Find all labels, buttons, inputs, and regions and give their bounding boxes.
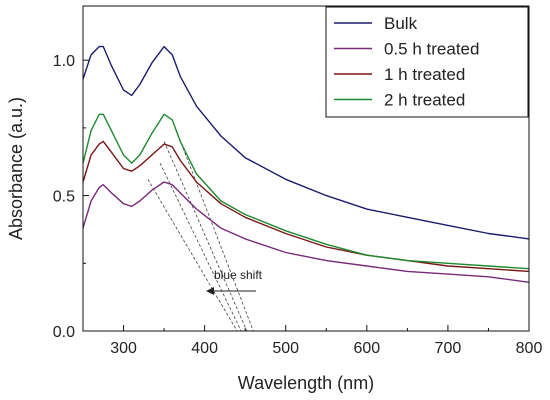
x-axis-label: Wavelength (nm) (238, 373, 374, 393)
tangent-lines (147, 119, 254, 332)
y-tick-label: 0.0 (53, 324, 75, 341)
blue-shift-label: blue shift (214, 268, 263, 282)
tangent-line (147, 179, 238, 332)
legend-box (325, 6, 529, 118)
series-lines (82, 45, 530, 283)
tangent-line (163, 141, 248, 332)
x-tick-label: 700 (435, 340, 462, 357)
y-tick-label: 1.0 (53, 53, 75, 70)
series-line (82, 181, 530, 283)
axes: 300 400 500 600 700 800 0.0 0.5 1.0 (53, 53, 543, 357)
series-line (82, 45, 530, 240)
x-tick-label: 800 (516, 340, 543, 357)
x-tick-label: 500 (272, 340, 299, 357)
x-tick-label: 400 (191, 340, 218, 357)
plot-frame (82, 5, 530, 332)
legend-label: 0.5 h treated (384, 40, 479, 59)
series-line (82, 140, 530, 273)
x-tick-label: 300 (110, 340, 137, 357)
legend-label: Bulk (384, 14, 418, 33)
y-axis-label: Absorbance (a.u.) (6, 97, 26, 240)
blue-shift-annotation: blue shift (206, 268, 263, 295)
blue-shift-arrowhead (206, 287, 214, 295)
y-tick-label: 0.5 (53, 189, 75, 206)
legend-label: 1 h treated (384, 65, 465, 84)
x-tick-label: 600 (353, 340, 380, 357)
legend: Bulk 0.5 h treated 1 h treated 2 h treated (325, 6, 529, 118)
tangent-line (171, 119, 254, 332)
legend-label: 2 h treated (384, 91, 465, 110)
series-line (82, 113, 530, 270)
tangent-line (159, 162, 242, 332)
